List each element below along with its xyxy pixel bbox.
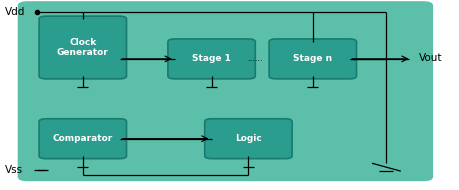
Text: Logic: Logic bbox=[235, 134, 261, 143]
Text: Comparator: Comparator bbox=[53, 134, 112, 143]
FancyBboxPatch shape bbox=[204, 119, 291, 159]
FancyBboxPatch shape bbox=[269, 39, 356, 79]
FancyBboxPatch shape bbox=[39, 16, 126, 79]
FancyBboxPatch shape bbox=[18, 2, 431, 180]
Text: ......: ...... bbox=[247, 54, 263, 63]
Text: Stage 1: Stage 1 bbox=[192, 54, 230, 63]
FancyBboxPatch shape bbox=[39, 119, 126, 159]
Text: Vdd: Vdd bbox=[5, 7, 25, 17]
Text: Stage n: Stage n bbox=[292, 54, 332, 63]
Text: Vss: Vss bbox=[5, 165, 22, 175]
FancyBboxPatch shape bbox=[168, 39, 255, 79]
Text: Vout: Vout bbox=[418, 53, 441, 63]
Text: Clock
Generator: Clock Generator bbox=[57, 38, 108, 57]
